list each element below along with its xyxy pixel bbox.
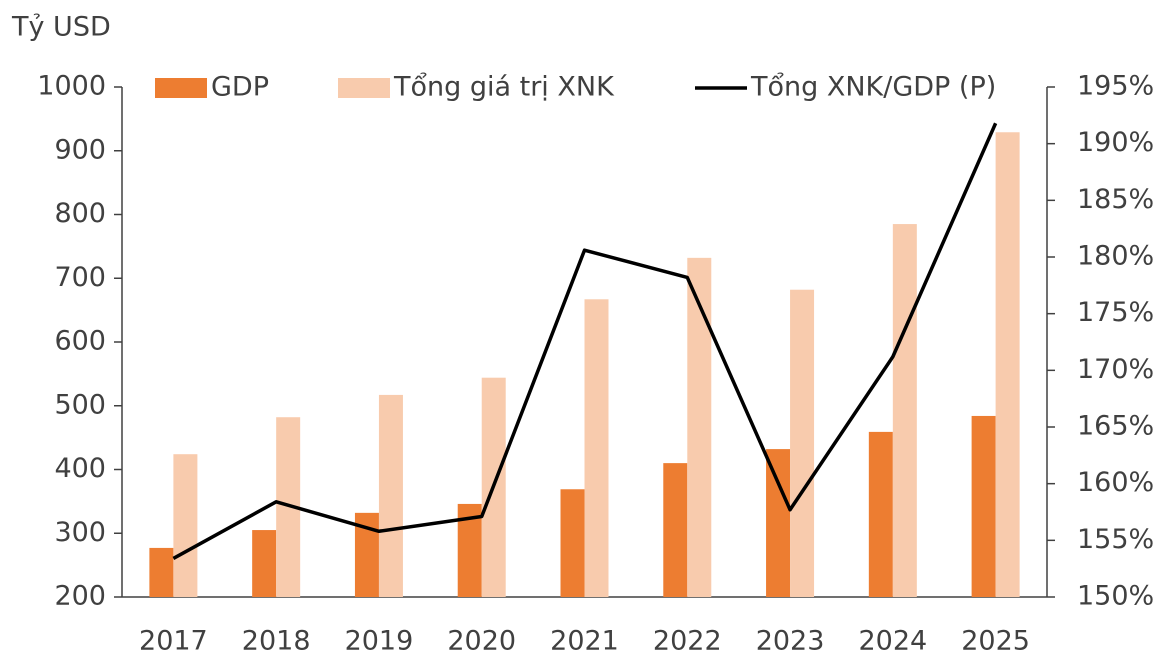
x-tick-label: 2019 — [345, 626, 414, 655]
y2-tick-label: 155% — [1077, 524, 1154, 555]
legend-swatch — [155, 78, 207, 98]
bar — [995, 132, 1020, 597]
x-tick-label: 2023 — [756, 626, 825, 655]
y2-tick-label: 150% — [1077, 581, 1154, 612]
bar — [790, 289, 815, 597]
legend-label: GDP — [211, 72, 269, 103]
bar — [173, 454, 198, 597]
bar — [868, 431, 893, 597]
bar — [971, 415, 996, 597]
x-tick-label: 2022 — [653, 626, 722, 655]
y-tick-label: 600 — [54, 326, 106, 357]
legend-label: Tổng XNK/GDP (P) — [750, 72, 996, 103]
y-tick-label: 700 — [54, 262, 106, 293]
x-tick-label: 2024 — [858, 626, 927, 655]
x-tick-label: 2018 — [242, 626, 311, 655]
y-tick-label: 300 — [54, 517, 106, 548]
bar — [378, 394, 403, 597]
y-tick-label: 1000 — [37, 71, 106, 102]
line — [172, 122, 998, 560]
bar — [663, 463, 688, 597]
y-axis-label: Tỷ USD — [11, 12, 111, 43]
bar — [892, 224, 917, 597]
y-tick-label: 200 — [54, 581, 106, 612]
x-tick-label: 2021 — [550, 626, 619, 655]
bar — [252, 530, 277, 597]
x-tick-label: 2017 — [139, 626, 208, 655]
y-tick-label: 500 — [54, 389, 106, 420]
bar — [560, 489, 585, 597]
bar — [584, 299, 609, 597]
y2-tick-label: 185% — [1077, 184, 1154, 215]
y2-tick-label: 190% — [1077, 127, 1154, 158]
x-tick-label: 2020 — [447, 626, 516, 655]
bar — [766, 449, 791, 597]
y2-tick-label: 165% — [1077, 411, 1154, 442]
y-tick-label: 800 — [54, 198, 106, 229]
x-tick-label: 2025 — [961, 626, 1030, 655]
y2-tick-label: 180% — [1077, 241, 1154, 272]
y2-tick-label: 195% — [1077, 71, 1154, 102]
y-tick-label: 900 — [54, 134, 106, 165]
y-tick-label: 400 — [54, 453, 106, 484]
bar — [687, 257, 712, 597]
y2-tick-label: 170% — [1077, 354, 1154, 385]
legend-swatch — [338, 78, 390, 98]
y2-tick-label: 160% — [1077, 467, 1154, 498]
bar — [149, 547, 174, 597]
y2-tick-label: 175% — [1077, 297, 1154, 328]
legend-label: Tổng giá trị XNK — [393, 72, 615, 103]
